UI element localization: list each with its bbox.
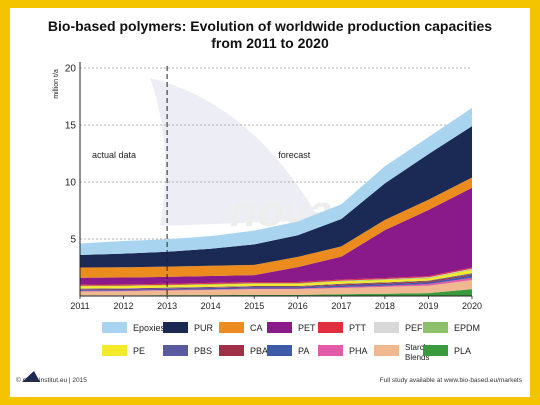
x-tick-label: 2015 (244, 301, 264, 311)
legend-label: PUR (194, 323, 214, 333)
area-pur (80, 126, 472, 268)
legend-swatch-pha (318, 345, 343, 356)
legend-label: Starch (405, 343, 428, 352)
legend-label: PLA (454, 346, 471, 356)
area-pha (80, 277, 472, 292)
legend-label: CA (250, 323, 263, 333)
legend-label: Epoxies (133, 323, 166, 333)
watermark-logo-shape (150, 78, 320, 226)
area-pla (80, 289, 472, 296)
x-tick-label: 2012 (114, 301, 134, 311)
y-tick-label: 10 (65, 178, 77, 189)
annotation-forecast: forecast (278, 150, 311, 160)
legend-swatch-pbs (163, 345, 188, 356)
legend-swatch-epdm (423, 322, 448, 333)
y-tick-label: 15 (65, 121, 77, 132)
x-tick-label: 2019 (418, 301, 438, 311)
copyright-mark: © (16, 377, 21, 384)
legend-swatch-epoxies (102, 322, 127, 333)
legend-label: PBS (194, 346, 212, 356)
chart-title-line2: from 2011 to 2020 (211, 35, 329, 51)
legend-label: PET (298, 323, 316, 333)
legend-label: EPDM (454, 323, 480, 333)
area-pbat (80, 274, 472, 290)
legend-swatch-ptt (318, 322, 343, 333)
legend-swatch-pur (163, 322, 188, 333)
area-ptt (80, 267, 472, 286)
legend-swatch-pe (102, 345, 127, 356)
footer-left-text: nova-Institut.eu | 2015 (22, 377, 87, 384)
area-starch-blends (80, 280, 472, 296)
legend-swatch-pa (267, 345, 292, 356)
x-tick-label: 2013 (157, 301, 177, 311)
nova-logo-icon (22, 371, 40, 382)
chart-title: Bio-based polymers: Evolution of worldwi… (10, 18, 530, 52)
x-tick-label: 2017 (331, 301, 351, 311)
x-tick-label: 2011 (70, 301, 89, 311)
area-pet (80, 187, 472, 285)
legend-label: PE (133, 346, 145, 356)
footer-left: © nova-Institut.eu | 2015 (16, 377, 87, 384)
annotation-actual-data: actual data (92, 150, 136, 160)
footer-right: Full study available at www.bio-based.eu… (379, 377, 522, 384)
y-axis-label: million t/a (53, 69, 60, 99)
legend-label: PTT (349, 323, 367, 333)
legend-label: Blends (405, 353, 429, 362)
legend-label: PHA (349, 346, 368, 356)
x-tick-label: 2020 (462, 301, 482, 311)
y-tick-label: 20 (65, 64, 77, 75)
legend-label: PBAT (250, 346, 273, 356)
legend-swatch-pbat (219, 345, 244, 356)
area-ca (80, 177, 472, 278)
x-tick-label: 2018 (375, 301, 395, 311)
legend-swatch-pla (423, 345, 448, 356)
legend-label: PA (298, 346, 309, 356)
legend-swatch-starch-blends (374, 345, 399, 356)
x-tick-label: 2016 (288, 301, 308, 311)
legend-swatch-pet (267, 322, 292, 333)
legend-swatch-ca (219, 322, 244, 333)
area-pe (80, 269, 472, 289)
area-pa (80, 275, 472, 291)
y-tick-label: 5 (70, 235, 76, 246)
legend-label: PEF (405, 323, 423, 333)
x-tick-label: 2014 (201, 301, 221, 311)
legend-swatch-pef (374, 322, 399, 333)
chart-title-line1: Bio-based polymers: Evolution of worldwi… (47, 18, 493, 34)
area-pbs (80, 273, 472, 290)
